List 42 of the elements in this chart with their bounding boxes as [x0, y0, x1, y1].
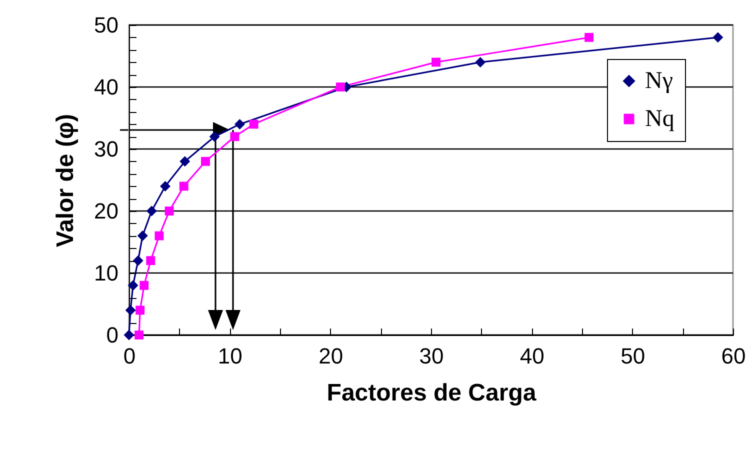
point: [432, 58, 441, 67]
x-tick-label: 30: [419, 344, 444, 368]
point: [230, 132, 240, 142]
point: [160, 180, 170, 192]
point: [164, 206, 174, 216]
y-tick-label: 30: [94, 136, 118, 162]
x-tick-label: 0: [123, 344, 136, 368]
y-tick-label: 0: [106, 322, 118, 348]
point: [234, 118, 245, 130]
y-tick-label: 50: [94, 12, 118, 38]
point: [136, 306, 145, 315]
point: [584, 32, 594, 42]
x-axis-title: Factores de Carga: [326, 380, 537, 406]
point: [125, 304, 136, 316]
point: [137, 230, 148, 242]
point: [134, 330, 144, 340]
x-tick-label: 40: [520, 344, 544, 368]
point: [146, 256, 156, 266]
point: [249, 120, 258, 129]
point: [180, 156, 190, 167]
x-tick-label: 20: [318, 344, 344, 368]
y-tick-label: 10: [94, 260, 118, 286]
y-tick-label: 20: [94, 198, 118, 224]
x-tick-label: 10: [218, 344, 242, 368]
point: [179, 182, 188, 191]
y-axis-title: Valor de (φ): [52, 114, 80, 248]
legend-label: Nγ: [645, 68, 674, 94]
legend-label: Nq: [645, 106, 674, 132]
point: [336, 82, 345, 92]
point: [146, 206, 157, 216]
x-tick-label: 60: [721, 344, 746, 368]
point: [154, 231, 164, 240]
y-tick-label: 40: [94, 74, 118, 100]
point: [475, 56, 486, 68]
point: [140, 280, 149, 290]
point: [712, 32, 724, 43]
point: [124, 330, 134, 340]
x-tick-label: 50: [620, 344, 646, 368]
point: [209, 131, 220, 142]
point: [201, 156, 210, 166]
point: [132, 255, 144, 266]
point: [128, 280, 138, 291]
